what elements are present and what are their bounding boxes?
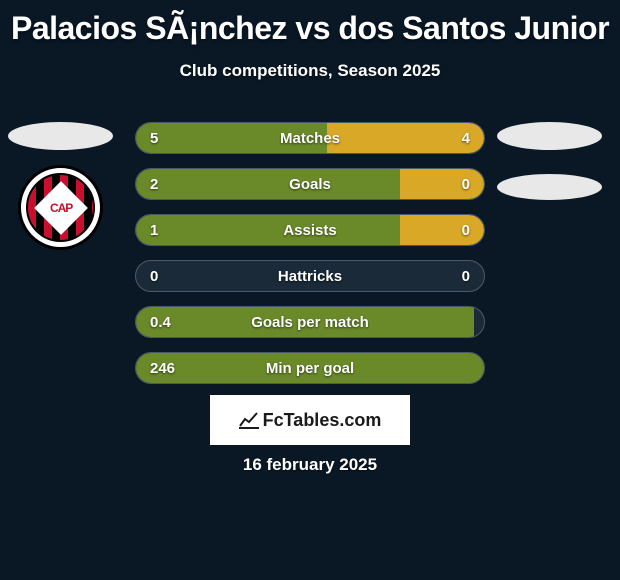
stats-bars: 54Matches 20Goals 10Assists 00Hattricks 0.4G… (135, 122, 485, 398)
right-club-badge-placeholder (497, 174, 602, 200)
stat-label: Matches (136, 123, 484, 154)
chart-icon (239, 411, 259, 429)
stat-label: Hattricks (136, 261, 484, 292)
stat-row-goals-per-match: 0.4Goals per match (135, 306, 485, 338)
right-player-photo-placeholder (497, 122, 602, 150)
club-badge-text: CAP (49, 201, 71, 215)
stat-row-hattricks: 00Hattricks (135, 260, 485, 292)
stat-row-goals: 20Goals (135, 168, 485, 200)
stat-label: Goals per match (136, 307, 484, 338)
left-player-photo-placeholder (8, 122, 113, 150)
footer-date: 16 february 2025 (0, 455, 620, 475)
stat-row-matches: 54Matches (135, 122, 485, 154)
fctables-watermark: FcTables.com (210, 395, 410, 445)
page-title: Palacios SÃ¡nchez vs dos Santos Junior (0, 0, 620, 47)
fctables-label: FcTables.com (263, 410, 382, 431)
stat-row-min-per-goal: 246Min per goal (135, 352, 485, 384)
stat-label: Min per goal (136, 353, 484, 384)
stat-label: Assists (136, 215, 484, 246)
right-player-column (497, 122, 602, 200)
left-player-column: CAP (8, 122, 113, 250)
subtitle: Club competitions, Season 2025 (0, 61, 620, 81)
stat-row-assists: 10Assists (135, 214, 485, 246)
club-badge-left: CAP (18, 165, 103, 250)
stat-label: Goals (136, 169, 484, 200)
